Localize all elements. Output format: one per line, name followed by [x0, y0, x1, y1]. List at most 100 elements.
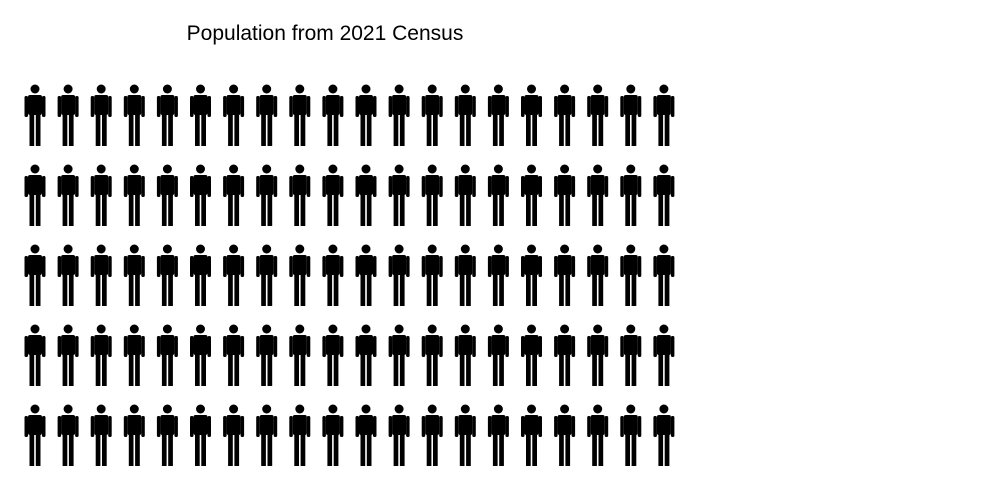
person-icon	[355, 164, 377, 226]
person-icon	[24, 244, 46, 306]
person-icon	[289, 324, 311, 386]
person-icon	[355, 324, 377, 386]
person-icon	[190, 244, 211, 306]
person-icon	[289, 244, 311, 306]
person-icon	[156, 164, 178, 226]
person-icon	[554, 244, 576, 306]
person-icon	[190, 164, 211, 226]
person-icon	[355, 404, 377, 466]
person-icon	[256, 324, 278, 386]
person-icon	[587, 244, 609, 306]
person-icon	[587, 324, 609, 386]
person-icon	[620, 244, 642, 306]
person-icon	[487, 404, 509, 466]
person-icon	[256, 164, 278, 226]
person-icon	[487, 84, 509, 146]
person-icon	[388, 324, 410, 386]
person-icon	[355, 244, 377, 306]
person-icon	[90, 244, 112, 306]
person-icon	[24, 324, 46, 386]
person-icon	[256, 244, 278, 306]
person-icon	[190, 324, 211, 386]
person-icon	[90, 84, 112, 146]
person-icon	[421, 244, 443, 306]
person-icon	[554, 404, 576, 466]
person-icon	[57, 164, 79, 226]
person-icon	[620, 84, 642, 146]
person-icon	[223, 404, 245, 466]
person-icon	[57, 244, 79, 306]
person-icon	[521, 244, 542, 306]
person-icon	[554, 324, 576, 386]
person-icon	[421, 84, 443, 146]
person-icon	[454, 84, 476, 146]
person-icon	[156, 324, 178, 386]
person-icon	[223, 164, 245, 226]
person-icon	[289, 164, 311, 226]
person-icon	[521, 404, 542, 466]
person-icon	[190, 404, 211, 466]
person-icon	[587, 404, 609, 466]
person-icon	[156, 244, 178, 306]
person-icon	[653, 244, 675, 306]
person-icon	[388, 84, 410, 146]
person-icon	[24, 164, 46, 226]
person-icon	[421, 404, 443, 466]
person-icon	[421, 324, 443, 386]
person-icon	[57, 404, 79, 466]
person-icon	[223, 244, 245, 306]
person-icon	[90, 404, 112, 466]
person-icon	[454, 244, 476, 306]
person-icon	[223, 84, 245, 146]
person-icon	[190, 84, 211, 146]
person-icon	[57, 84, 79, 146]
person-icon	[123, 324, 145, 386]
person-icon	[388, 244, 410, 306]
person-icon	[653, 404, 675, 466]
person-icon	[454, 164, 476, 226]
person-icon	[123, 244, 145, 306]
person-icon	[355, 84, 377, 146]
person-icon	[454, 324, 476, 386]
person-icon	[587, 84, 609, 146]
person-icon	[554, 164, 576, 226]
person-icon	[156, 404, 178, 466]
person-icon	[521, 324, 542, 386]
person-icon	[620, 404, 642, 466]
person-icon	[123, 164, 145, 226]
person-icon	[123, 404, 145, 466]
person-icon	[289, 404, 311, 466]
person-icon	[487, 164, 509, 226]
person-icon	[487, 324, 509, 386]
person-icon	[388, 164, 410, 226]
person-icon	[554, 84, 576, 146]
person-icon	[223, 324, 245, 386]
person-icon	[587, 164, 609, 226]
person-icon	[454, 404, 476, 466]
person-icon	[256, 404, 278, 466]
person-icon	[123, 84, 145, 146]
person-icon	[24, 404, 46, 466]
person-icon	[653, 84, 675, 146]
person-icon	[620, 324, 642, 386]
person-icon	[521, 84, 542, 146]
person-icon	[487, 244, 509, 306]
person-icon	[90, 324, 112, 386]
person-icon	[521, 164, 542, 226]
person-icon	[322, 324, 344, 386]
person-icon	[57, 324, 79, 386]
person-icon	[653, 164, 675, 226]
person-icon	[322, 84, 344, 146]
person-icon	[24, 84, 46, 146]
person-icon	[289, 84, 311, 146]
person-icon	[90, 164, 112, 226]
person-icon	[322, 404, 344, 466]
person-icon	[421, 164, 443, 226]
person-icon	[322, 244, 344, 306]
person-icon	[620, 164, 642, 226]
person-icon	[388, 404, 410, 466]
person-icon	[256, 84, 278, 146]
chart-title: Population from 2021 Census	[186, 22, 464, 45]
person-icon	[156, 84, 178, 146]
